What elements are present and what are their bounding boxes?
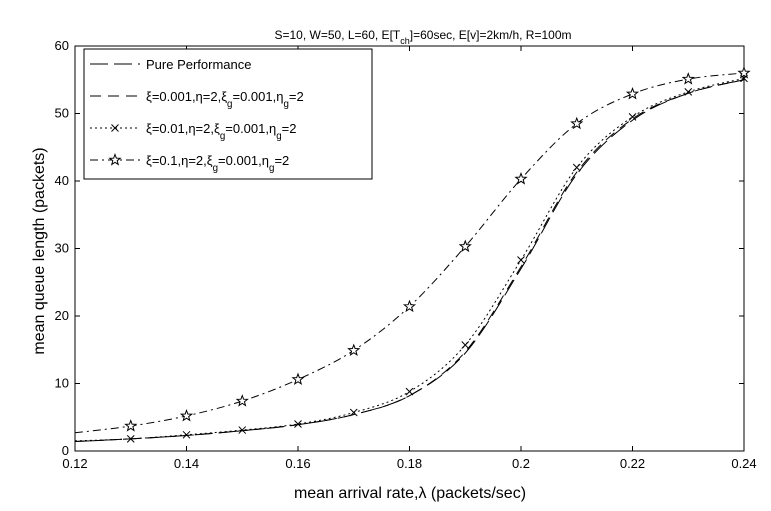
- legend-label: ξ=0.01,η=2,ξg=0.001,ηg=2: [146, 121, 296, 142]
- x-marker: [572, 163, 581, 172]
- star-marker: [402, 299, 417, 313]
- series-line: [74, 79, 745, 443]
- star-marker: [291, 372, 305, 386]
- y-tick-label: 0: [62, 443, 69, 458]
- y-tick-label: 50: [55, 106, 69, 121]
- x-tick-label: 0.18: [397, 456, 422, 471]
- x-tick-label: 0.22: [620, 456, 645, 471]
- star-marker: [514, 172, 528, 185]
- y-tick-label: 10: [55, 376, 69, 391]
- star-marker: [458, 239, 472, 253]
- legend-box: [83, 48, 373, 180]
- legend-item: ξ=0.001,η=2,ξg=0.001,ηg=2: [90, 89, 304, 110]
- y-tick-label: 30: [55, 241, 69, 256]
- star-marker: [681, 72, 695, 85]
- x-marker: [517, 256, 525, 264]
- star-marker: [235, 394, 249, 407]
- legend-label: ξ=0.001,η=2,ξg=0.001,ηg=2: [146, 89, 304, 110]
- star-marker: [625, 86, 640, 100]
- x-marker: [628, 113, 637, 121]
- axis-ticks: 0.12 0.14 0.16 0.18 0.2 0.22 0.24 0 10 20 30 40 50 60: [55, 38, 757, 471]
- x-marker: [405, 387, 414, 396]
- chart-title: S=10, W=50, L=60, E[Tch]=60sec, E[v]=2km…: [274, 28, 571, 46]
- x-marker: [182, 430, 191, 439]
- x-marker: [684, 88, 693, 96]
- y-axis-label: mean queue length (packets): [31, 147, 48, 354]
- series-layer: [74, 66, 751, 443]
- series-4: [74, 66, 751, 434]
- y-tick-label: 60: [55, 38, 69, 53]
- x-axis-label: mean arrival rate,λ (packets/sec): [294, 485, 526, 502]
- x-marker: [111, 124, 119, 132]
- y-tick-label: 20: [55, 308, 69, 323]
- x-tick-label: 0.16: [285, 456, 310, 471]
- star-marker: [179, 408, 194, 422]
- legend-item: ξ=0.01,η=2,ξg=0.001,ηg=2: [90, 121, 296, 142]
- legend: Pure Performance ξ=0.001,η=2,ξg=0.001,ηg=…: [83, 48, 373, 180]
- legend-label: ξ=0.1,η=2,ξg=0.001,ηg=2: [146, 153, 289, 174]
- star-marker: [570, 116, 584, 130]
- y-tick-label: 40: [55, 173, 69, 188]
- star-marker: [124, 419, 138, 432]
- star-marker: [108, 153, 122, 166]
- x-tick-label: 0.24: [731, 456, 756, 471]
- x-tick-label: 0.2: [512, 456, 530, 471]
- x-marker: [126, 434, 135, 443]
- legend-item: ξ=0.1,η=2,ξg=0.001,ηg=2: [90, 153, 289, 174]
- legend-item: Pure Performance: [90, 57, 252, 72]
- x-marker: [294, 420, 302, 428]
- x-marker: [349, 408, 358, 417]
- legend-label: Pure Performance: [146, 57, 252, 72]
- chart-title-text: S=10, W=50, L=60, E[Tch]=60sec, E[v]=2km…: [274, 28, 571, 46]
- star-marker: [347, 343, 361, 357]
- x-tick-label: 0.12: [62, 456, 87, 471]
- x-marker: [461, 341, 470, 349]
- series-2: [74, 79, 745, 443]
- star-marker: [737, 66, 751, 79]
- x-marker: [238, 426, 247, 434]
- x-tick-label: 0.14: [174, 456, 199, 471]
